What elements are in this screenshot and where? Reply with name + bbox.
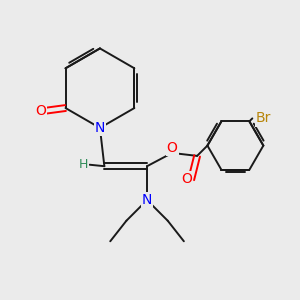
- Text: O: O: [182, 172, 192, 186]
- Text: O: O: [35, 104, 46, 118]
- Text: O: O: [167, 141, 178, 154]
- Text: H: H: [79, 158, 88, 171]
- Text: N: N: [95, 121, 105, 135]
- Text: N: N: [142, 193, 152, 207]
- Text: Br: Br: [256, 111, 271, 125]
